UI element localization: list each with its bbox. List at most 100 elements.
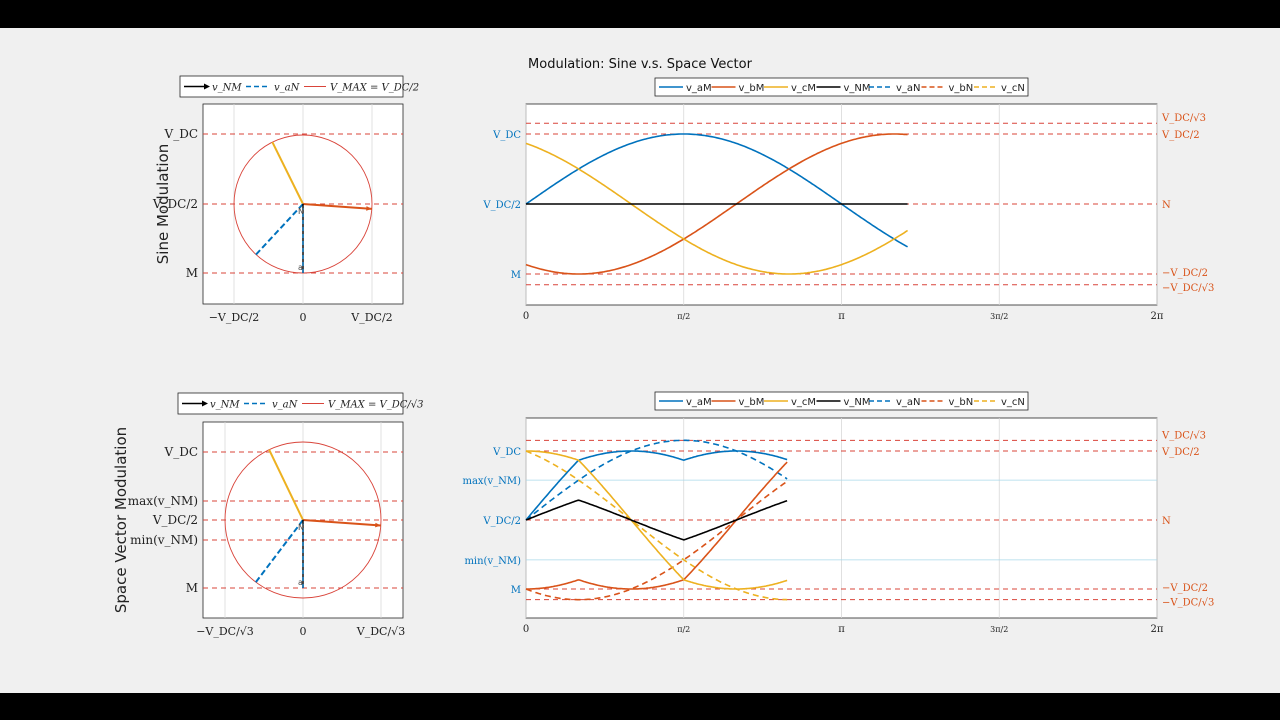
phasor-ytick-label: V_DC [164, 127, 198, 141]
phasor-b-vector [302, 203, 372, 210]
phasor-b-vector-head [375, 522, 381, 528]
wave-right-tick-label: V_DC/√3 [1161, 430, 1206, 441]
series-vcM-line [526, 450, 788, 590]
wave-xtick-label: 2π [1151, 311, 1164, 322]
wave-xtick-label: 0 [523, 624, 529, 635]
waveform-axes-1: 0 π/2 π 3π/2 2π V_DC V_DC/2 M V_DC/√3 V_DC/2 N −V_D… [482, 77, 1214, 322]
legend-box [179, 75, 404, 98]
legend-label: v_aN [896, 397, 921, 408]
phasor-ytick-label: V_DC [164, 445, 198, 459]
legend-label: v_aN [272, 400, 299, 411]
series-vaM-line [525, 133, 908, 248]
legend-box [654, 77, 1029, 97]
legend-label: v_cM [791, 83, 816, 94]
legend-label: v_cN [1001, 83, 1025, 94]
wave-left-tick-label: V_DC [492, 130, 521, 141]
row-label: Sine Modulation [154, 144, 172, 264]
wave-right-tick-label: V_DC/2 [1161, 447, 1200, 458]
series-vcM-line [525, 142, 909, 275]
series-vbM-line [526, 461, 788, 590]
row-label: Space Vector Modulation [112, 427, 130, 613]
phasor-axes-1: Na V_DC V_DC/2 M −V_DC/2 0 V_DC/2 v_NM v_aN V_MAX… [152, 75, 419, 324]
legend-label: V_MAX = V_DC/√3 [328, 400, 424, 411]
phasor-xtick-label: V_DC/2 [350, 311, 392, 324]
phasor-c-vector [271, 141, 304, 205]
a-label: a [298, 578, 303, 587]
legend-label: v_NM [212, 83, 242, 94]
wave-xtick-label: π [838, 311, 845, 322]
phasor-xtick-label: 0 [300, 625, 307, 638]
wave-right-tick-label: N [1162, 200, 1171, 211]
legend-label: v_NM [210, 400, 240, 411]
series-vcN-line [525, 450, 788, 601]
legend-label: v_bN [949, 83, 974, 94]
wave-xtick-label: π/2 [677, 312, 690, 321]
legend-label: v_aN [896, 83, 921, 94]
legend-label: v_cN [1001, 397, 1025, 408]
phasor-ytick-label: min(v_NM) [130, 533, 198, 547]
legend-label: v_NM [844, 83, 871, 94]
series-vNM-line [525, 499, 788, 541]
phasor-legend: v_NM v_aN V_MAX = V_DC/√3 [177, 392, 424, 415]
legend-label: v_aM [686, 397, 712, 408]
phasor-ytick-label: M [186, 581, 198, 595]
legend-label: v_bM [739, 397, 765, 408]
series-vaN-line [525, 439, 788, 521]
wave-left-tick-label: V_DC/2 [482, 200, 521, 211]
phasor-xtick-label: V_DC/√3 [356, 625, 405, 638]
wave-left-tick-label: M [511, 270, 521, 281]
legend-label: v_bN [949, 397, 974, 408]
legend-box [177, 392, 404, 415]
legend-label: v_NM [844, 397, 871, 408]
phasor-xtick-label: −V_DC/2 [209, 311, 260, 324]
series-vaM-line [525, 450, 788, 521]
phasor-ytick-label: V_DC/2 [152, 197, 198, 211]
wave-xtick-label: 2π [1151, 624, 1164, 635]
series-vbM-line [525, 133, 908, 275]
wave-left-tick-label: min(v_NM) [464, 556, 521, 567]
wave-left-tick-label: V_DC/2 [482, 516, 521, 527]
wave-right-tick-label: −V_DC/2 [1162, 583, 1208, 594]
wave-right-tick-label: V_DC/√3 [1161, 113, 1206, 124]
wave-xtick-label: 3π/2 [990, 312, 1008, 321]
waveform-axes-2: 0 π/2 π 3π/2 2π V_DC max(v_NM) V_DC/2 min(v_NM) M… [462, 391, 1214, 635]
wave-left-tick-label: max(v_NM) [462, 476, 521, 487]
phasor-ytick-label: M [186, 266, 198, 280]
legend-arrow-icon [204, 83, 210, 90]
phasor-b-vector [302, 519, 381, 527]
a-label: a [298, 263, 303, 272]
n-label: N [298, 207, 304, 216]
wave-xtick-label: 0 [523, 311, 529, 322]
wave-legend: v_aM v_bM v_cM v_NM v_aN v_bN v_cN [654, 77, 1029, 97]
wave-left-tick-label: M [511, 585, 521, 596]
wave-legend: v_aM v_bM v_cM v_NM v_aN v_bN v_cN [654, 391, 1029, 411]
phasor-xtick-label: −V_DC/√3 [196, 625, 254, 638]
legend-label: v_bM [739, 83, 765, 94]
phasor-a-vector [255, 203, 304, 256]
figure-title: Modulation: Sine v.s. Space Vector [528, 57, 753, 72]
figure-canvas: Modulation: Sine v.s. Space Vector Na V_D… [112, 57, 1214, 638]
wave-right-tick-label: −V_DC/2 [1162, 268, 1208, 279]
wave-xtick-label: 3π/2 [990, 625, 1008, 634]
wave-right-tick-label: −V_DC/√3 [1162, 598, 1214, 609]
phasor-a-vector [255, 519, 304, 583]
axes-layer: Na V_DC V_DC/2 M −V_DC/2 0 V_DC/2 v_NM v_aN V_MAX… [112, 75, 1214, 638]
wave-xtick-label: π [838, 624, 845, 635]
series-vbN-line [525, 480, 788, 601]
phasor-xtick-label: 0 [300, 311, 307, 324]
phasor-ytick-label: max(v_NM) [128, 494, 198, 508]
legend-box [654, 391, 1029, 411]
wave-right-tick-label: V_DC/2 [1161, 130, 1200, 141]
legend-label: v_cM [791, 397, 816, 408]
n-label: N [298, 523, 304, 532]
legend-label: V_MAX = V_DC/2 [330, 83, 419, 94]
wave-right-tick-label: −V_DC/√3 [1162, 283, 1214, 294]
phasor-axes-2: Na V_DC max(v_NM) V_DC/2 min(v_NM) M −V_DC/√3 0… [112, 392, 424, 638]
phasor-b-vector-head [366, 206, 372, 211]
wave-xtick-label: π/2 [677, 625, 690, 634]
legend-label: v_aN [274, 83, 301, 94]
legend-arrow-icon [202, 400, 208, 407]
legend-label: v_aM [686, 83, 712, 94]
phasor-ytick-label: V_DC/2 [152, 513, 198, 527]
